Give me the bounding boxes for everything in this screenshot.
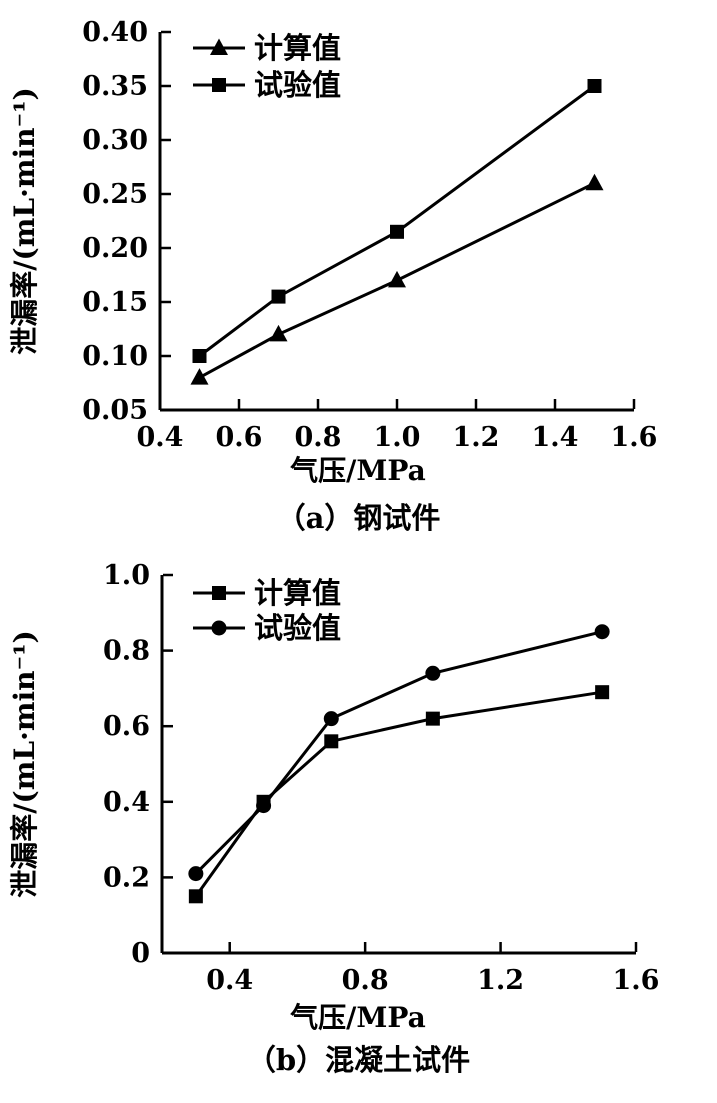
- x-axis-title: 气压/MPa: [289, 1001, 426, 1034]
- legend-item-0: 计算值: [193, 576, 341, 610]
- x-axis-ticks: 0.4 0.6 0.8 1.0 1.2 1.4 1.6: [137, 399, 658, 453]
- y-tick-label: 0.30: [82, 125, 148, 156]
- y-tick-label: 0.40: [82, 17, 148, 48]
- data-point-circle-marker: [256, 798, 272, 814]
- data-point-circle-marker: [594, 624, 610, 640]
- data-point-square-marker: [324, 734, 339, 749]
- legend-item-1: 试验值: [193, 68, 341, 102]
- series-line: [198, 181, 596, 379]
- data-point-circle-marker: [188, 866, 204, 882]
- y-axis-title: 泄漏率/(mL·min⁻¹): [8, 87, 41, 354]
- legend-square-marker: [212, 586, 226, 600]
- y-tick-label: 0.15: [82, 287, 148, 318]
- chart-a-caption: （a）钢试件: [276, 501, 441, 535]
- y-tick-label: 0.4: [103, 787, 150, 818]
- y-tick-label: 0.8: [103, 636, 150, 667]
- y-tick-label: 1.0: [103, 560, 150, 591]
- series-0-square: [188, 685, 610, 904]
- data-point-triangle-marker: [585, 173, 604, 191]
- data-point-square-marker: [188, 889, 203, 904]
- series-line: [194, 630, 603, 875]
- axes: [158, 32, 634, 412]
- data-point-triangle-marker: [269, 324, 288, 342]
- data-point-square-marker: [595, 685, 610, 700]
- legend-square-marker: [212, 78, 226, 92]
- x-tick-label: 1.2: [453, 422, 500, 453]
- data-point-square-marker: [390, 224, 404, 239]
- x-tick-label: 0.4: [137, 422, 184, 453]
- series-1-circle: [188, 624, 610, 882]
- data-point-square-marker: [425, 711, 440, 726]
- data-point-triangle-marker: [190, 368, 209, 385]
- data-point-circle-marker: [323, 711, 339, 727]
- y-axis-title: 泄漏率/(mL·min⁻¹): [8, 630, 41, 897]
- x-tick-label: 0.8: [342, 965, 389, 996]
- x-tick-label: 1.2: [477, 965, 524, 996]
- series-1-square: [192, 79, 602, 363]
- y-tick-label: 0.6: [103, 711, 150, 742]
- x-axis-title: 气压/MPa: [289, 454, 426, 487]
- legend-item-1: 试验值: [193, 611, 341, 645]
- series-0-triangle: [190, 173, 604, 385]
- y-tick-label: 0.05: [82, 395, 148, 426]
- legend-label: 试验值: [254, 611, 341, 645]
- chart-b-caption: （b）混凝土试件: [246, 1043, 471, 1077]
- legend-label: 计算值: [254, 576, 341, 610]
- legend-circle-marker: [211, 620, 227, 636]
- x-tick-label: 1.0: [374, 422, 421, 453]
- series-line: [198, 84, 596, 358]
- legend-item-0: 计算值: [193, 31, 341, 65]
- legend-triangle-marker: [210, 38, 228, 55]
- series-line: [194, 690, 603, 898]
- y-tick-label: 0.20: [82, 233, 148, 264]
- y-tick-label: 0.35: [82, 71, 148, 102]
- data-point-square-marker: [587, 79, 602, 93]
- data-point-square-marker: [271, 289, 286, 304]
- y-axis-ticks: 0 0.2 0.4 0.6 0.8 1.0: [103, 560, 173, 969]
- x-tick-label: 0.6: [216, 422, 263, 453]
- legend-label: 试验值: [254, 68, 341, 102]
- data-point-triangle-marker: [388, 270, 406, 288]
- chart-a-canvas: 0.4 0.6 0.8 1.0 1.2 1.4 1.6 0.05 0.10 0.15 0.20 0.2…: [8, 17, 658, 487]
- y-tick-label: 0: [131, 938, 150, 969]
- y-tick-label: 0.10: [82, 341, 148, 372]
- chart-b-canvas: 0.4 0.8 1.2 1.6 0 0.2 0.4 0.6 0.8 1.0 计算值试验值气压/MPa…: [8, 560, 659, 1034]
- data-point-circle-marker: [425, 665, 441, 681]
- axes: [160, 575, 636, 955]
- y-tick-label: 0.25: [82, 179, 148, 210]
- y-axis-ticks: 0.05 0.10 0.15 0.20 0.25 0.30 0.35 0.40: [82, 17, 171, 426]
- x-tick-label: 0.4: [206, 965, 253, 996]
- data-point-square-marker: [192, 349, 207, 363]
- x-tick-label: 1.4: [532, 422, 579, 453]
- x-tick-label: 0.8: [295, 422, 342, 453]
- x-axis-ticks: 0.4 0.8 1.2 1.6: [206, 942, 659, 996]
- legend-label: 计算值: [254, 31, 341, 65]
- x-tick-label: 1.6: [613, 965, 660, 996]
- y-tick-label: 0.2: [103, 862, 150, 893]
- x-tick-label: 1.6: [611, 422, 658, 453]
